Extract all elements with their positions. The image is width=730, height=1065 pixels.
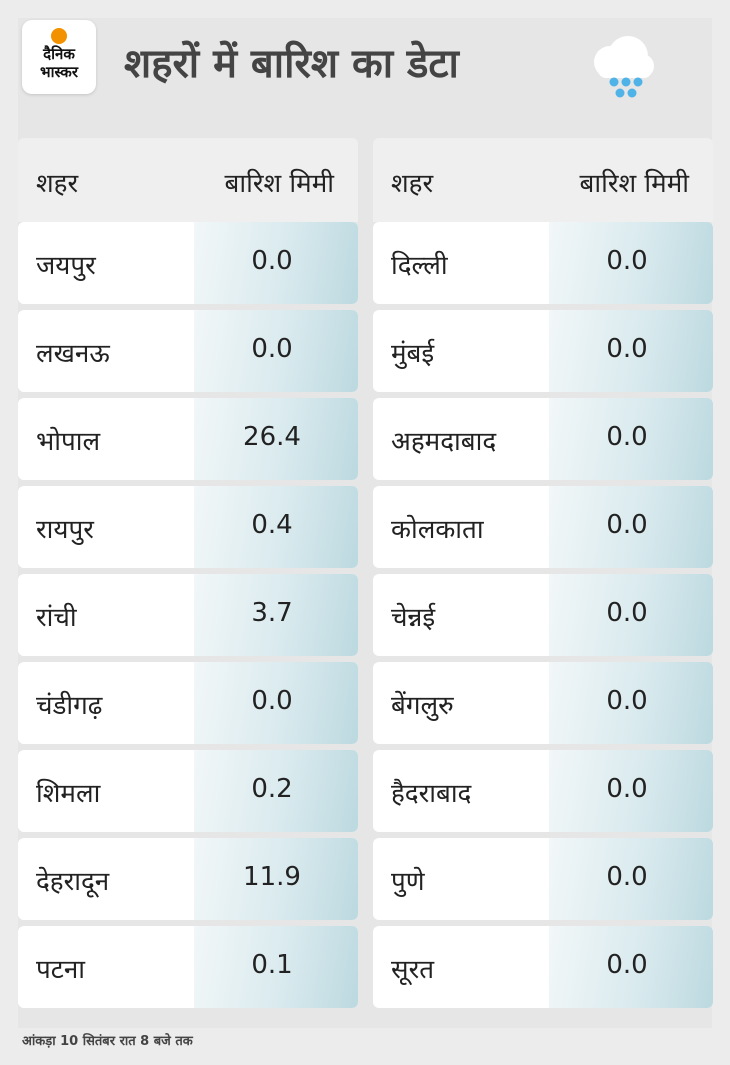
table-row: चेन्नई 0.0 xyxy=(373,574,713,656)
rain-value: 0.0 xyxy=(606,334,648,364)
column-header-city: शहर xyxy=(391,169,434,199)
table-row: सूरत 0.0 xyxy=(373,926,713,1008)
rain-cell: 0.2 xyxy=(194,750,358,832)
rain-cell: 0.0 xyxy=(549,486,713,568)
city-name: पुणे xyxy=(391,867,425,897)
table-row: देहरादून 11.9 xyxy=(18,838,358,920)
rain-value: 0.0 xyxy=(251,246,293,276)
table-row: रांची 3.7 xyxy=(18,574,358,656)
rain-cell: 3.7 xyxy=(194,574,358,656)
rain-value: 26.4 xyxy=(243,422,301,452)
table-row: रायपुर 0.4 xyxy=(18,486,358,568)
city-name: चंडीगढ़ xyxy=(36,691,103,721)
city-name: जयपुर xyxy=(36,251,96,281)
rain-value: 0.0 xyxy=(606,510,648,540)
rain-cell: 0.0 xyxy=(194,222,358,304)
rain-cell: 0.1 xyxy=(194,926,358,1008)
logo-line-1: दैनिक xyxy=(43,45,75,63)
city-name: शिमला xyxy=(36,779,101,809)
rain-cell: 0.0 xyxy=(549,222,713,304)
logo-sun-dot xyxy=(51,28,67,44)
city-name: पटना xyxy=(36,955,86,985)
rain-value: 0.0 xyxy=(606,598,648,628)
rain-value: 0.0 xyxy=(606,862,648,892)
table-body: दिल्ली 0.0 मुंबई 0.0 अहमदाबाद 0.0 कोलकाता 0.… xyxy=(373,222,713,1008)
city-name: चेन्नई xyxy=(391,603,436,633)
rain-value: 0.0 xyxy=(606,686,648,716)
rain-value: 0.2 xyxy=(251,774,293,804)
rain-cell: 11.9 xyxy=(194,838,358,920)
city-name: बेंगलुरु xyxy=(391,691,454,721)
rain-value: 0.4 xyxy=(251,510,293,540)
column-header-rainfall: बारिश मिमी xyxy=(579,169,689,199)
rain-cell: 0.0 xyxy=(549,398,713,480)
city-name: अहमदाबाद xyxy=(391,427,497,457)
rain-value: 0.0 xyxy=(606,950,648,980)
city-name: सूरत xyxy=(391,955,435,985)
column-header-city: शहर xyxy=(36,169,79,199)
table-header: शहर बारिश मिमी xyxy=(373,138,713,222)
rain-cell: 0.0 xyxy=(549,838,713,920)
rain-cell: 0.0 xyxy=(549,662,713,744)
table-row: पटना 0.1 xyxy=(18,926,358,1008)
rain-cell: 0.0 xyxy=(549,574,713,656)
rain-value: 0.0 xyxy=(251,686,293,716)
city-name: देहरादून xyxy=(36,867,110,897)
footnote: आंकड़ा 10 सितंबर रात 8 बजे तक xyxy=(22,1034,193,1049)
rain-value: 0.0 xyxy=(606,774,648,804)
city-name: मुंबई xyxy=(391,339,435,369)
rain-cell: 26.4 xyxy=(194,398,358,480)
table-row: हैदराबाद 0.0 xyxy=(373,750,713,832)
city-name: कोलकाता xyxy=(391,515,484,545)
rain-cell: 0.4 xyxy=(194,486,358,568)
rainfall-table-left: शहर बारिश मिमी जयपुर 0.0 लखनऊ 0.0 भोपाल 26.… xyxy=(18,138,358,1008)
city-name: लखनऊ xyxy=(36,339,110,369)
table-body: जयपुर 0.0 लखनऊ 0.0 भोपाल 26.4 रायपुर 0.4 रां… xyxy=(18,222,358,1008)
city-name: रायपुर xyxy=(36,515,94,545)
table-row: शिमला 0.2 xyxy=(18,750,358,832)
table-row: पुणे 0.0 xyxy=(373,838,713,920)
rain-value: 0.0 xyxy=(606,246,648,276)
rain-value: 3.7 xyxy=(251,598,293,628)
rain-cloud-icon xyxy=(594,36,654,98)
table-row: चंडीगढ़ 0.0 xyxy=(18,662,358,744)
rain-cell: 0.0 xyxy=(194,310,358,392)
page-title: शहरों में बारिश का डेटा xyxy=(124,41,459,87)
city-name: भोपाल xyxy=(36,427,101,457)
rain-value: 0.0 xyxy=(251,334,293,364)
table-row: जयपुर 0.0 xyxy=(18,222,358,304)
table-row: अहमदाबाद 0.0 xyxy=(373,398,713,480)
table-row: भोपाल 26.4 xyxy=(18,398,358,480)
table-row: बेंगलुरु 0.0 xyxy=(373,662,713,744)
city-name: दिल्ली xyxy=(391,251,448,281)
city-name: रांची xyxy=(36,603,77,633)
table-header: शहर बारिश मिमी xyxy=(18,138,358,222)
rainfall-table-right: शहर बारिश मिमी दिल्ली 0.0 मुंबई 0.0 अहमदाब… xyxy=(373,138,713,1008)
table-row: लखनऊ 0.0 xyxy=(18,310,358,392)
table-row: कोलकाता 0.0 xyxy=(373,486,713,568)
dainik-bhaskar-logo: दैनिक भास्कर xyxy=(22,20,96,94)
rain-value: 0.1 xyxy=(251,950,293,980)
rain-cell: 0.0 xyxy=(194,662,358,744)
rain-cell: 0.0 xyxy=(549,750,713,832)
rain-cell: 0.0 xyxy=(549,926,713,1008)
table-row: मुंबई 0.0 xyxy=(373,310,713,392)
rain-value: 11.9 xyxy=(243,862,301,892)
rain-cell: 0.0 xyxy=(549,310,713,392)
table-row: दिल्ली 0.0 xyxy=(373,222,713,304)
city-name: हैदराबाद xyxy=(391,779,472,809)
header: दैनिक भास्कर शहरों में बारिश का डेटा xyxy=(20,20,710,120)
rain-value: 0.0 xyxy=(606,422,648,452)
column-header-rainfall: बारिश मिमी xyxy=(224,169,334,199)
logo-line-2: भास्कर xyxy=(40,63,78,81)
